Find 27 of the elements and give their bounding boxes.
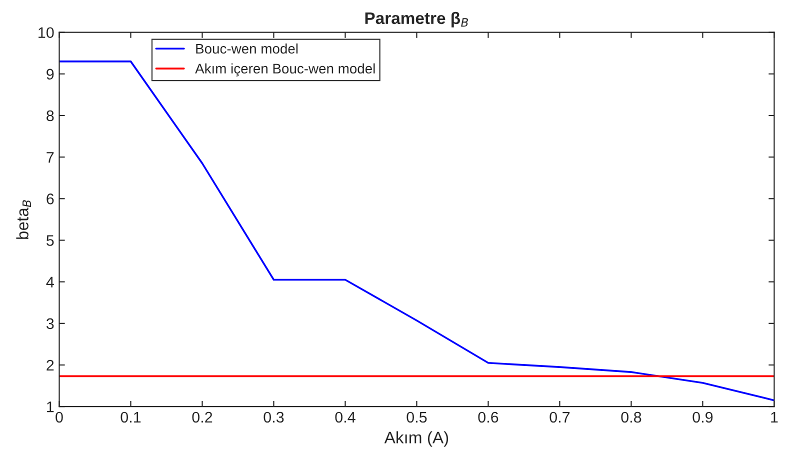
y-tick-label: 4 bbox=[46, 276, 54, 288]
y-tick-label: 7 bbox=[46, 152, 54, 163]
y-tick-label: 10 bbox=[38, 27, 54, 38]
chart-title: Parametre β$_{B}$ bbox=[365, 12, 468, 28]
line-series bbox=[59, 60, 774, 402]
x-tick-label: 0.7 bbox=[550, 412, 570, 423]
x-axis-title: Akım (A) bbox=[384, 431, 448, 447]
x-tick-label: 0.6 bbox=[478, 412, 498, 423]
y-tick-label: 8 bbox=[46, 110, 54, 122]
y-tick-label: 2 bbox=[46, 360, 54, 371]
y-tick-label: 1 bbox=[47, 402, 54, 412]
x-tick-label: 0.1 bbox=[120, 412, 141, 423]
x-tick-label: 0.4 bbox=[335, 412, 356, 423]
x-tick-label: 0 bbox=[56, 412, 63, 423]
legend-label: Akım içeren Bouc-wen model bbox=[195, 63, 375, 76]
y-tick-label: 5 bbox=[46, 235, 54, 246]
x-tick-label: 0.5 bbox=[406, 412, 427, 423]
x-tick-label: 0.2 bbox=[192, 412, 212, 423]
x-tick-label: 0.3 bbox=[264, 412, 284, 423]
y-axis-title: beta$_{B}$ bbox=[16, 200, 32, 239]
y-tick-label: 3 bbox=[46, 318, 54, 330]
x-tick-label: 1 bbox=[771, 412, 778, 422]
legend-label: Bouc-wen model bbox=[196, 43, 298, 54]
y-tick-label: 6 bbox=[46, 194, 54, 204]
x-tick-label: 0.9 bbox=[692, 412, 713, 423]
x-tick-label: 0.8 bbox=[621, 412, 642, 423]
y-tick-label: 9 bbox=[46, 68, 54, 80]
